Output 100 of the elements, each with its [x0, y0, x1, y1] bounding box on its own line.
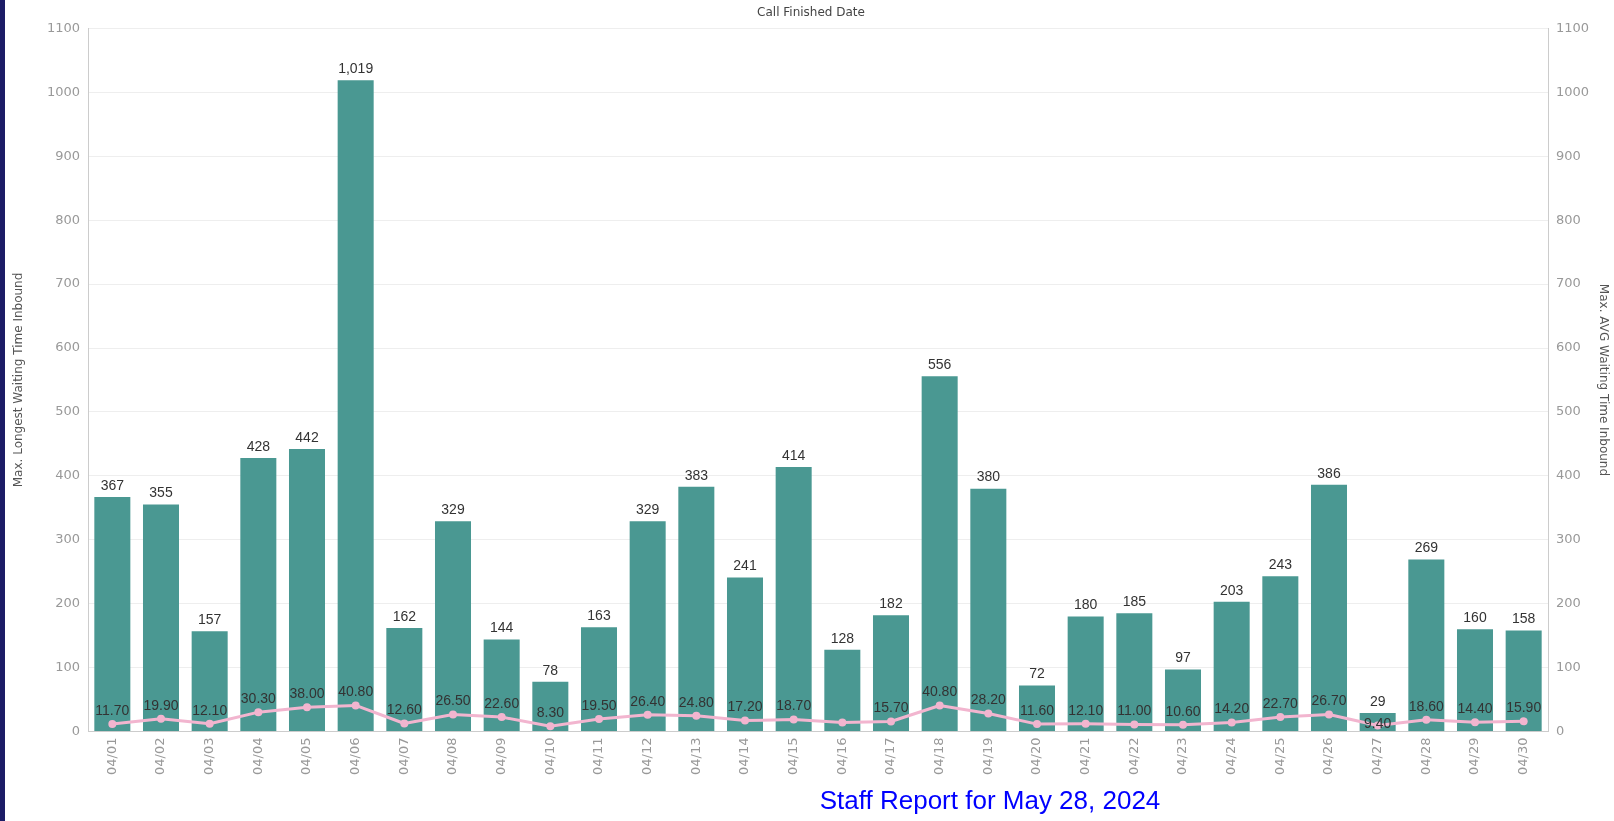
y-tick-label: 100 — [55, 658, 80, 674]
point — [595, 715, 603, 724]
data-label: 182 — [879, 595, 903, 612]
x-axis-title: Call Finished Date — [757, 5, 865, 20]
data-label: 556 — [927, 355, 952, 372]
x-tick-label: 04/15 — [785, 737, 801, 775]
x-tick-label: 04/23 — [1174, 737, 1190, 775]
x-tick-label: 04/19 — [979, 737, 995, 775]
data-label: 11.00 — [1117, 702, 1152, 719]
x-tick-label: 04/30 — [1515, 737, 1531, 775]
data-label: 38.00 — [289, 685, 325, 702]
y2-tick-label: 800 — [1556, 211, 1581, 227]
x-tick-label: 04/05 — [298, 737, 314, 775]
data-label: 8.30 — [536, 704, 565, 721]
point — [838, 718, 847, 727]
bar — [678, 486, 715, 732]
y2-tick-label: 200 — [1556, 595, 1581, 611]
point — [692, 711, 701, 720]
point — [400, 719, 409, 728]
data-label: 19.90 — [143, 696, 179, 713]
x-tick-label: 04/03 — [201, 737, 217, 775]
bar — [240, 457, 277, 732]
data-label: 386 — [1317, 464, 1341, 481]
point — [449, 710, 457, 719]
data-label: 243 — [1268, 556, 1293, 573]
x-tick-label: 04/21 — [1077, 737, 1093, 775]
y-tick-label: 700 — [55, 275, 80, 291]
y-tick-label: 1100 — [46, 19, 80, 35]
bar — [288, 449, 326, 732]
point — [935, 701, 944, 710]
x-tick-label: 04/02 — [152, 737, 168, 775]
x-tick-label: 04/20 — [1028, 737, 1044, 775]
data-label: 17.20 — [727, 698, 763, 715]
y-tick-label: 600 — [55, 339, 80, 355]
x-tick-label: 04/14 — [736, 737, 752, 775]
bar — [434, 521, 472, 732]
data-label: 15.90 — [1506, 699, 1542, 716]
bar — [94, 496, 131, 732]
y-tick-label: 900 — [55, 147, 80, 163]
y-tick-label: 400 — [55, 467, 80, 483]
bar — [775, 466, 812, 732]
data-label: 18.70 — [776, 697, 812, 714]
bar — [1456, 629, 1494, 732]
data-label: 11.70 — [95, 701, 130, 718]
point — [351, 701, 360, 710]
data-label: 414 — [781, 446, 806, 463]
data-label: 19.50 — [581, 696, 617, 713]
data-label: 26.50 — [435, 692, 471, 709]
y2-tick-label: 400 — [1556, 467, 1581, 483]
point — [1471, 718, 1479, 727]
data-label: 157 — [197, 611, 222, 628]
bar — [629, 521, 666, 732]
point — [1325, 710, 1333, 719]
bar — [1213, 601, 1250, 732]
data-label: 203 — [1219, 581, 1244, 598]
data-label: 40.80 — [922, 683, 958, 700]
bar — [970, 488, 1007, 732]
y2-tick-label: 1000 — [1556, 83, 1590, 99]
data-label: 1,019 — [338, 60, 374, 77]
x-tick-label: 04/12 — [639, 737, 655, 775]
text: Staff Report for May 28, 2024 — [819, 785, 1161, 816]
data-label: 18.60 — [1408, 697, 1445, 714]
data-label: 380 — [976, 468, 1001, 485]
data-label: 12.10 — [192, 701, 228, 718]
bar — [1408, 559, 1445, 732]
x-tick-label: 04/01 — [103, 737, 119, 775]
bar — [580, 627, 618, 732]
point — [1227, 718, 1236, 727]
point — [108, 720, 117, 729]
data-label: 367 — [100, 476, 125, 493]
data-label: 24.80 — [678, 693, 715, 710]
data-label: 22.70 — [1262, 694, 1299, 711]
point — [1033, 720, 1041, 729]
y-axis-title: Max. Longest Waiting Time Inbound — [11, 272, 26, 488]
data-label: 12.10 — [1068, 701, 1104, 718]
bar — [142, 504, 180, 732]
x-tick-label: 04/29 — [1466, 737, 1482, 775]
data-label: 163 — [587, 607, 611, 624]
point — [1519, 717, 1528, 726]
data-label: 11.60 — [1020, 701, 1055, 718]
bar — [921, 376, 958, 732]
bar — [726, 577, 764, 732]
y-tick-label: 300 — [55, 531, 80, 547]
data-label: 144 — [489, 619, 514, 636]
bar — [483, 639, 520, 732]
point — [887, 717, 895, 726]
point — [741, 716, 749, 725]
point — [157, 714, 165, 723]
x-tick-label: 04/25 — [1271, 737, 1287, 775]
y2-tick-label: 600 — [1556, 339, 1581, 355]
x-tick-label: 04/11 — [590, 737, 606, 775]
point — [643, 710, 652, 719]
x-tick-label: 04/18 — [931, 737, 947, 775]
x-tick-label: 04/06 — [347, 737, 363, 775]
data-label: 180 — [1073, 596, 1098, 613]
x-tick-label: 04/09 — [493, 737, 509, 775]
bar — [1067, 616, 1104, 732]
data-label: 14.20 — [1214, 700, 1250, 717]
data-label: 14.40 — [1457, 700, 1493, 717]
data-label: 22.60 — [484, 694, 520, 711]
